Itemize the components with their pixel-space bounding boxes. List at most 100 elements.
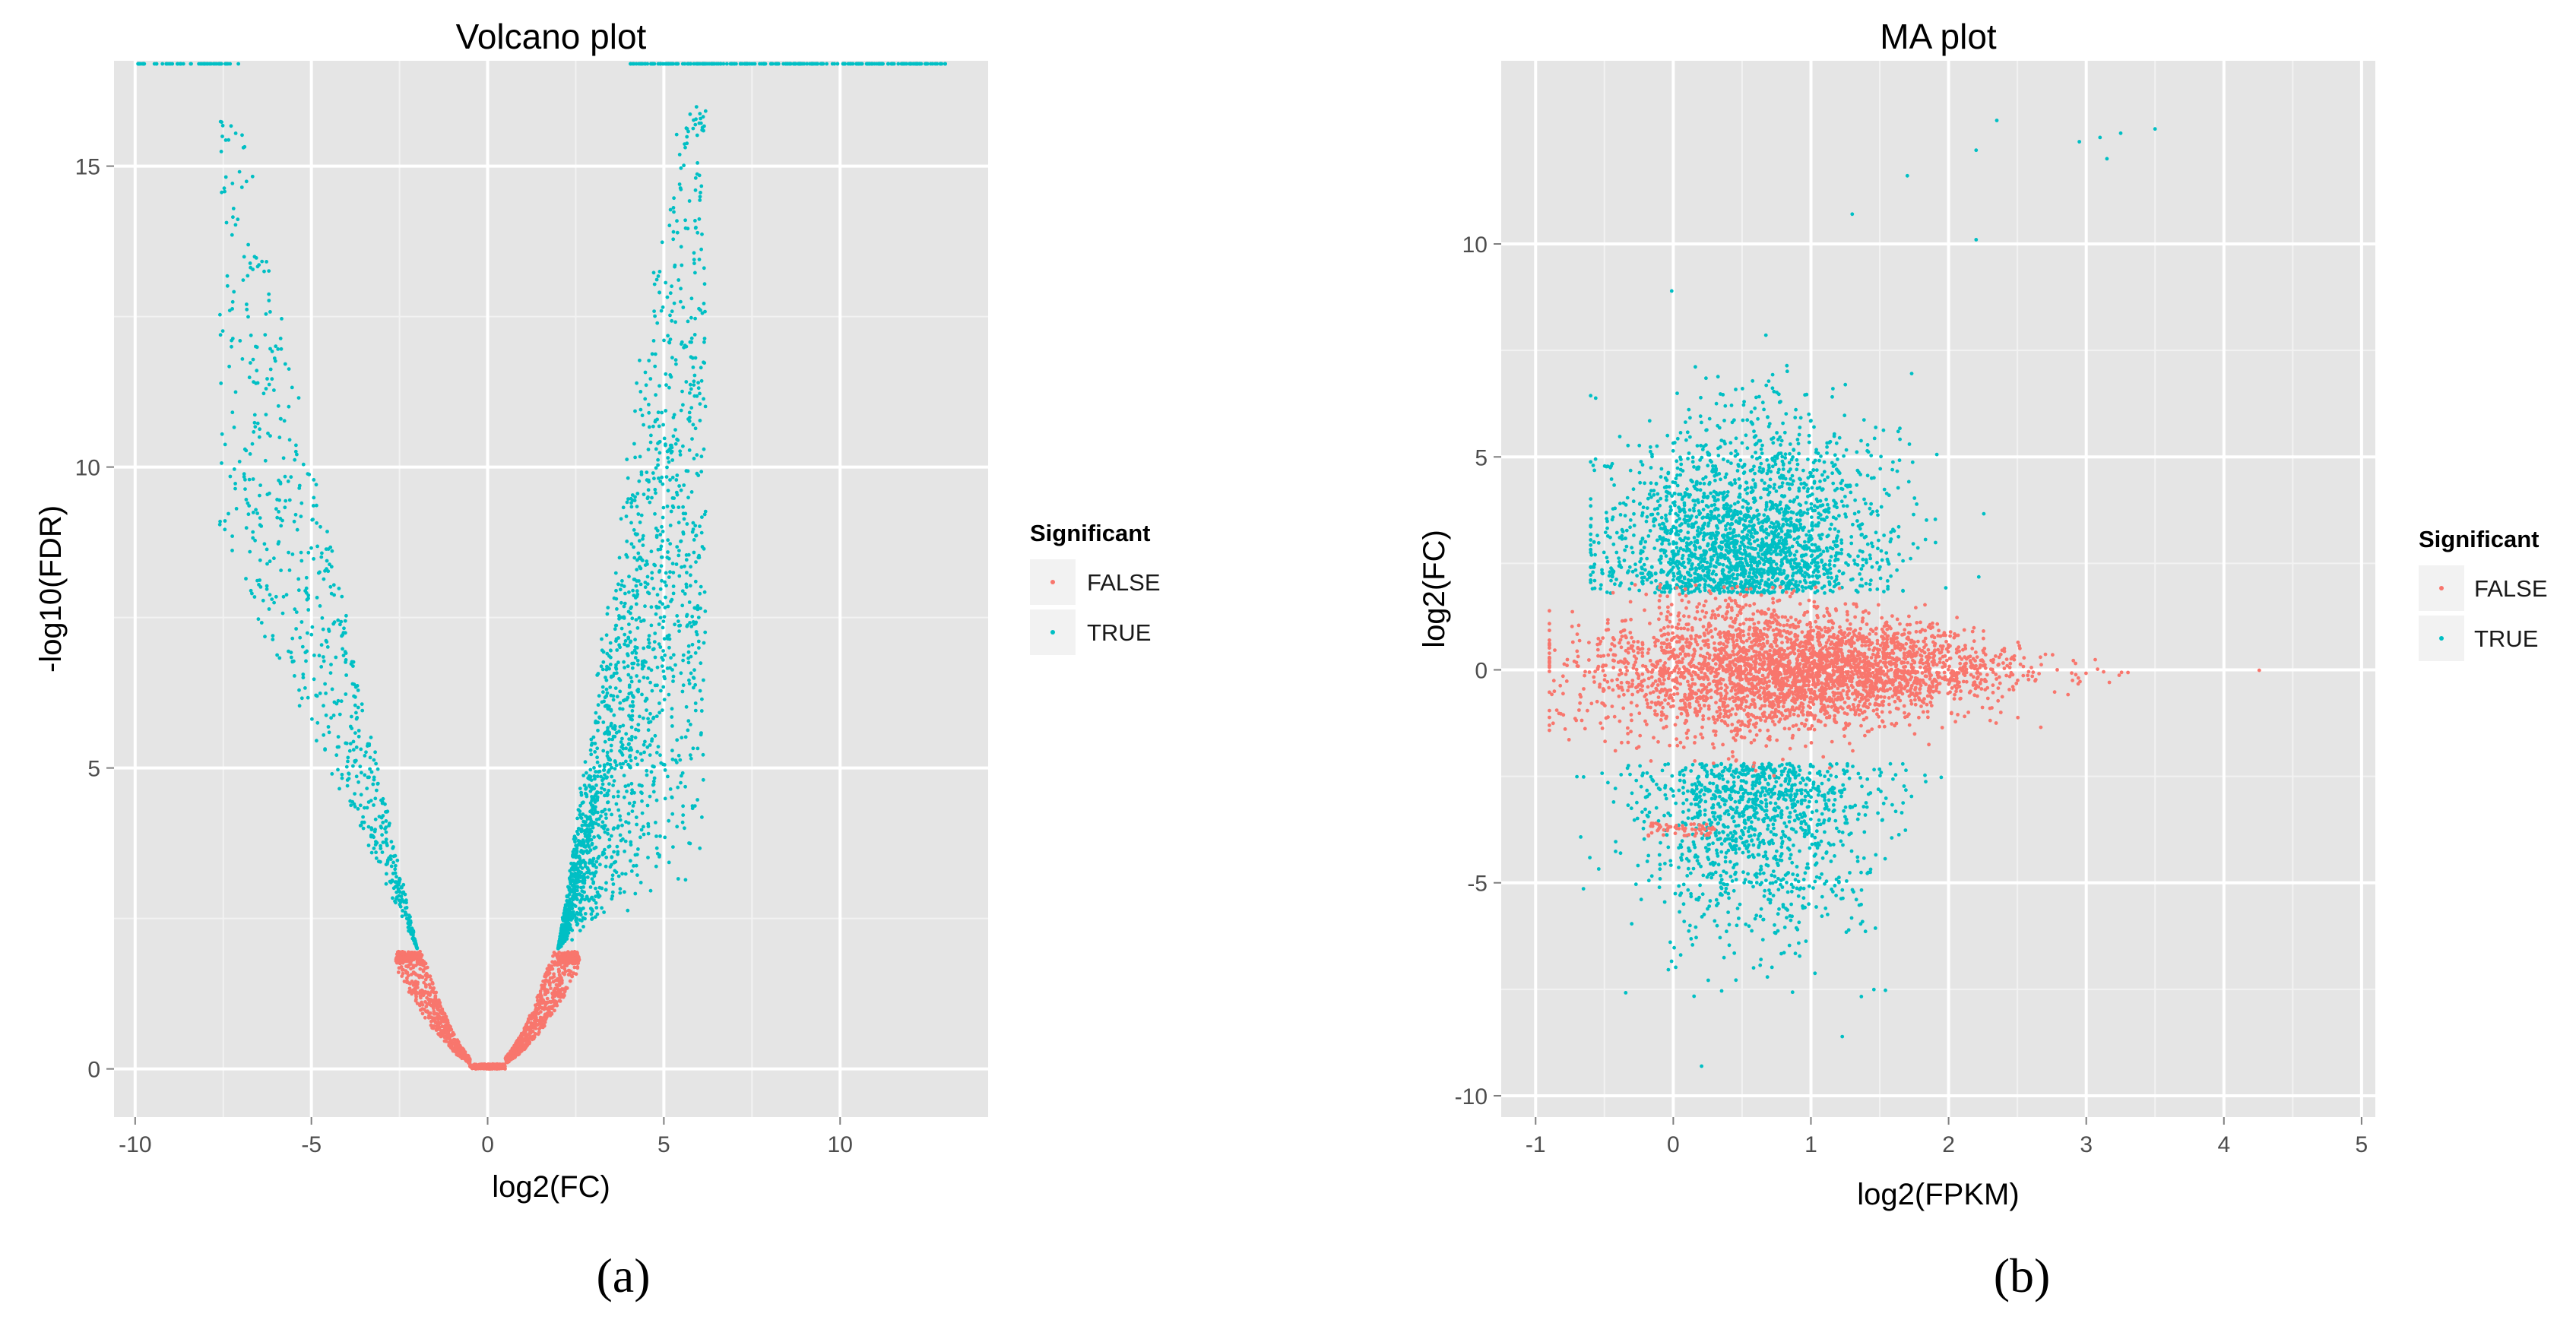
ma-true-point (1643, 481, 1647, 486)
volcano-false-point (406, 950, 410, 954)
volcano-true-point (605, 775, 609, 780)
volcano-true-point (676, 877, 680, 881)
volcano-true-point (653, 314, 657, 318)
volcano-true-point (289, 475, 293, 480)
ma-true-point (1821, 549, 1826, 554)
volcano-true-point (622, 616, 626, 620)
ma-true-point (1848, 554, 1852, 559)
volcano-true-point (570, 895, 575, 900)
volcano-false-point (451, 1031, 455, 1036)
volcano-true-point (657, 622, 661, 626)
volcano-true-point (686, 650, 691, 654)
volcano-true-point (230, 549, 234, 552)
volcano-true-point (625, 790, 629, 793)
volcano-true-point (629, 676, 633, 680)
volcano-true-point (642, 832, 646, 837)
volcano-true-point (633, 756, 638, 760)
volcano-true-point (653, 364, 657, 369)
volcano-true-point (353, 731, 357, 735)
volcano-true-point (581, 800, 585, 805)
volcano-false-point (559, 965, 564, 970)
volcano-true-point (351, 748, 356, 752)
volcano-true-point (640, 758, 644, 762)
volcano-true-point (703, 630, 708, 635)
volcano-false-point (439, 1016, 443, 1021)
volcano-true-point (638, 407, 643, 412)
volcano-true-point (664, 571, 668, 575)
ma-true-point (1794, 407, 1798, 412)
volcano-false-point (436, 1023, 439, 1027)
volcano-true-point (310, 517, 315, 522)
ma-true-point (1891, 460, 1895, 464)
volcano-true-point (631, 804, 635, 808)
volcano-true-point (597, 885, 602, 890)
ma-true-point (1882, 487, 1887, 492)
volcano-false-point (555, 955, 559, 960)
volcano-true-point (699, 470, 704, 474)
volcano-true-point (616, 850, 620, 854)
volcano-true-point (675, 614, 680, 618)
volcano-false-point (437, 998, 441, 1002)
volcano-true-point (198, 62, 203, 66)
volcano-true-point (321, 627, 325, 631)
volcano-true-point (591, 871, 594, 875)
volcano-false-point (565, 964, 569, 967)
volcano-true-point (693, 606, 697, 610)
volcano-legend-title: Significant (1030, 520, 1150, 546)
volcano-true-point (685, 614, 689, 619)
volcano-true-point (650, 739, 654, 743)
volcano-true-point (664, 595, 667, 600)
volcano-false-point (401, 952, 406, 957)
volcano-true-point (681, 532, 686, 536)
volcano-true-point (674, 562, 679, 566)
volcano-true-point (223, 519, 227, 523)
volcano-true-point (689, 490, 694, 494)
volcano-true-point (671, 505, 676, 510)
volcano-true-point (638, 582, 643, 587)
volcano-true-point (380, 850, 385, 854)
volcano-false-point (396, 949, 401, 954)
volcano-true-point (227, 138, 231, 142)
volcano-true-point (762, 62, 766, 66)
ma-true-point (1834, 441, 1839, 445)
volcano-true-point (699, 308, 702, 312)
volcano-true-point (224, 220, 229, 225)
volcano-true-point (597, 716, 602, 720)
volcano-true-point (612, 779, 616, 783)
volcano-true-point (651, 783, 655, 787)
volcano-true-point (281, 594, 286, 599)
volcano-true-point (684, 469, 689, 473)
volcano-true-point (633, 656, 638, 660)
volcano-false-point (540, 1020, 544, 1024)
volcano-true-point (630, 661, 634, 666)
volcano-true-point (683, 343, 687, 347)
volcano-false-point (511, 1054, 515, 1059)
volcano-false-point (550, 976, 554, 980)
volcano-true-point (686, 656, 690, 660)
volcano-true-point (695, 230, 700, 235)
volcano-true-point (600, 820, 605, 825)
volcano-true-point (583, 864, 588, 869)
volcano-true-point (693, 579, 698, 584)
ma-true-point (1879, 454, 1884, 459)
ma-true-point (1684, 514, 1687, 518)
volcano-true-point (575, 866, 580, 871)
volcano-true-point (250, 442, 255, 446)
volcano-true-point (695, 394, 699, 398)
volcano-true-point (309, 632, 314, 637)
volcano-true-point (638, 358, 642, 362)
volcano-true-point (401, 882, 406, 887)
volcano-true-point (594, 870, 598, 874)
volcano-true-point (663, 768, 667, 772)
volcano-true-point (666, 774, 670, 779)
volcano-true-point (689, 315, 693, 320)
volcano-true-point (579, 828, 584, 831)
volcano-true-point (657, 606, 661, 609)
volcano-true-point (688, 584, 692, 588)
volcano-true-point (270, 350, 274, 353)
volcano-true-point (574, 878, 578, 883)
volcano-true-point (344, 692, 348, 696)
volcano-true-point (658, 480, 663, 483)
volcano-false-point (575, 966, 580, 970)
volcano-true-point (622, 604, 626, 609)
